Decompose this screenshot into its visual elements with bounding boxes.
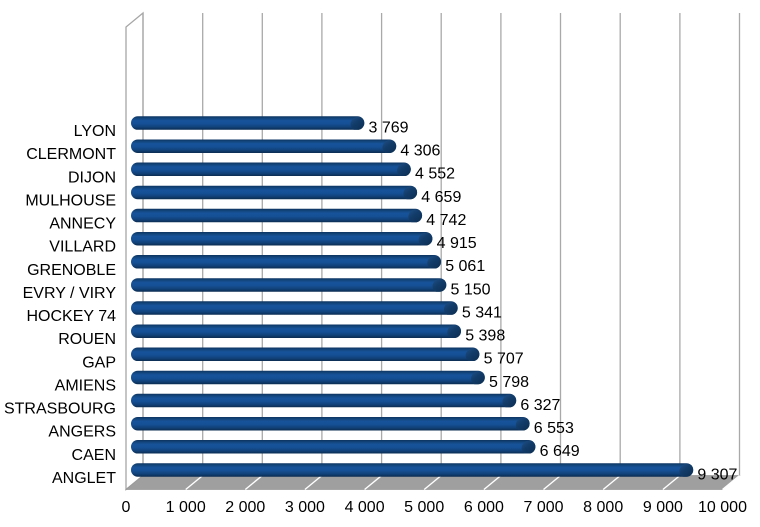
svg-text:4 915: 4 915 bbox=[437, 235, 477, 252]
svg-text:ANGLET: ANGLET bbox=[52, 470, 116, 487]
svg-text:3 769: 3 769 bbox=[369, 120, 409, 137]
svg-text:5 000: 5 000 bbox=[404, 499, 444, 516]
svg-text:EVRY / VIRY: EVRY / VIRY bbox=[23, 285, 117, 302]
svg-text:4 742: 4 742 bbox=[426, 212, 466, 229]
svg-text:DIJON: DIJON bbox=[68, 169, 116, 186]
svg-text:5 150: 5 150 bbox=[451, 281, 491, 298]
svg-text:CLERMONT: CLERMONT bbox=[26, 146, 116, 163]
svg-text:9 307: 9 307 bbox=[697, 466, 737, 483]
svg-text:4 552: 4 552 bbox=[415, 166, 455, 183]
svg-text:8 000: 8 000 bbox=[583, 499, 623, 516]
svg-text:CAEN: CAEN bbox=[72, 447, 116, 464]
svg-text:AMIENS: AMIENS bbox=[55, 377, 116, 394]
svg-text:4 000: 4 000 bbox=[345, 499, 385, 516]
svg-text:5 061: 5 061 bbox=[445, 258, 485, 275]
svg-text:ROUEN: ROUEN bbox=[58, 331, 116, 348]
svg-text:6 000: 6 000 bbox=[464, 499, 504, 516]
svg-text:LYON: LYON bbox=[74, 123, 116, 140]
svg-text:9 000: 9 000 bbox=[643, 499, 683, 516]
svg-text:GRENOBLE: GRENOBLE bbox=[27, 262, 116, 279]
svg-text:10 000: 10 000 bbox=[698, 499, 747, 516]
svg-text:6 327: 6 327 bbox=[520, 397, 560, 414]
svg-text:2 000: 2 000 bbox=[225, 499, 265, 516]
svg-text:6 553: 6 553 bbox=[534, 420, 574, 437]
svg-text:5 707: 5 707 bbox=[484, 351, 524, 368]
svg-text:4 659: 4 659 bbox=[421, 189, 461, 206]
svg-text:VILLARD: VILLARD bbox=[49, 239, 116, 256]
svg-text:ANNECY: ANNECY bbox=[49, 216, 116, 233]
svg-text:6 649: 6 649 bbox=[540, 443, 580, 460]
svg-text:1 000: 1 000 bbox=[166, 499, 206, 516]
svg-text:3 000: 3 000 bbox=[285, 499, 325, 516]
svg-text:4 306: 4 306 bbox=[400, 143, 440, 160]
svg-text:5 398: 5 398 bbox=[465, 328, 505, 345]
svg-text:5 798: 5 798 bbox=[489, 374, 529, 391]
svg-text:STRASBOURG: STRASBOURG bbox=[4, 401, 116, 418]
svg-text:MULHOUSE: MULHOUSE bbox=[25, 192, 116, 209]
svg-text:0: 0 bbox=[122, 499, 131, 516]
svg-text:HOCKEY 74: HOCKEY 74 bbox=[26, 308, 116, 325]
svg-text:ANGERS: ANGERS bbox=[48, 424, 116, 441]
svg-text:7 000: 7 000 bbox=[523, 499, 563, 516]
svg-text:5 341: 5 341 bbox=[462, 305, 502, 322]
svg-text:GAP: GAP bbox=[82, 354, 116, 371]
